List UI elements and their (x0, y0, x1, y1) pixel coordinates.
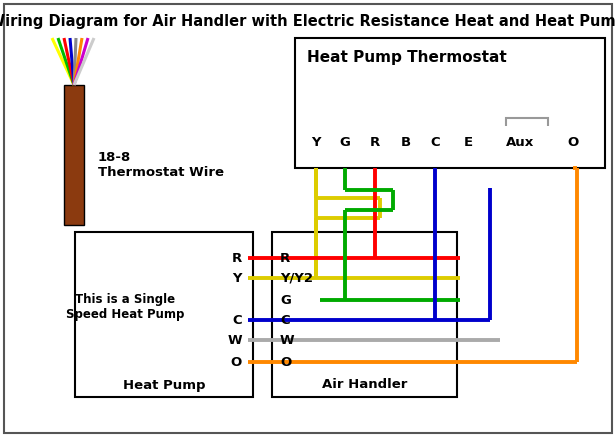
Bar (64, 85, 84, 225)
Text: W: W (227, 333, 242, 347)
Bar (272, 232, 457, 397)
Text: O: O (280, 356, 291, 368)
Text: R: R (280, 252, 290, 264)
Text: Heat Pump Thermostat: Heat Pump Thermostat (307, 50, 507, 65)
Text: R: R (370, 136, 380, 149)
Text: This is a Single
Speed Heat Pump: This is a Single Speed Heat Pump (66, 293, 184, 321)
Text: O: O (231, 356, 242, 368)
Text: C: C (430, 136, 440, 149)
Text: 18-8
Thermostat Wire: 18-8 Thermostat Wire (98, 151, 224, 179)
Text: B: B (401, 136, 411, 149)
Text: R: R (232, 252, 242, 264)
Text: E: E (463, 136, 472, 149)
Text: Air Handler: Air Handler (322, 378, 407, 392)
Text: Y: Y (311, 136, 321, 149)
Text: Wiring Diagram for Air Handler with Electric Resistance Heat and Heat Pump: Wiring Diagram for Air Handler with Elec… (0, 14, 616, 29)
Bar (295, 38, 605, 168)
Text: Y: Y (232, 271, 242, 284)
Text: O: O (567, 136, 578, 149)
Text: G: G (280, 294, 291, 306)
Text: C: C (280, 313, 290, 326)
Text: Aux: Aux (506, 136, 534, 149)
Bar (75, 232, 253, 397)
Text: Heat Pump: Heat Pump (123, 378, 205, 392)
Text: G: G (339, 136, 351, 149)
Text: W: W (280, 333, 294, 347)
Text: C: C (232, 313, 242, 326)
Text: Y/Y2: Y/Y2 (280, 271, 313, 284)
